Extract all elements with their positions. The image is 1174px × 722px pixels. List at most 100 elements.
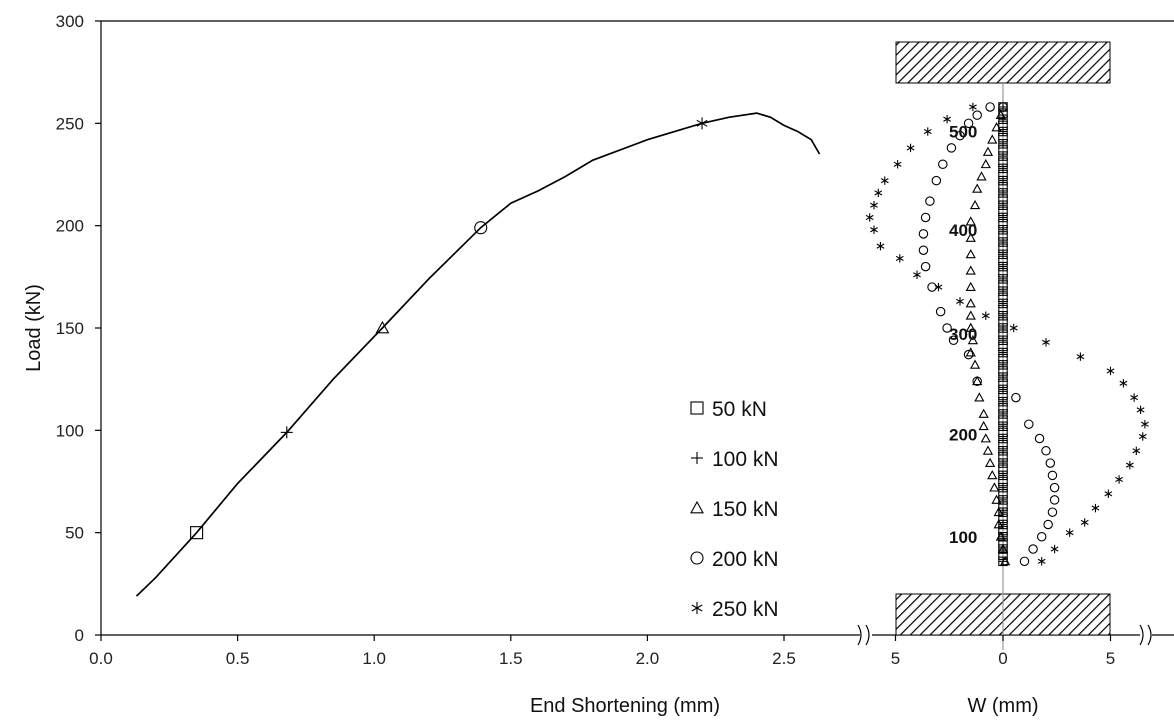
deflection-point-triangle: [993, 506, 1004, 517]
deflection-point-star: [913, 270, 921, 279]
deflection-point-triangle: [982, 146, 994, 156]
deflection-point-triangle: [978, 408, 989, 418]
deflection-point-circle: [963, 118, 974, 129]
legend-label: 250 kN: [712, 598, 779, 621]
deflection-point-plus: [998, 360, 1008, 370]
deflection-point-star: [870, 225, 878, 234]
w-tick-label: 5: [891, 649, 900, 668]
axis-break-right: [1139, 624, 1152, 646]
deflection-point-star: [1065, 528, 1074, 537]
deflection-point-circle: [920, 261, 931, 272]
deflection-point-circle: [1049, 495, 1060, 505]
deflection-point-circle: [927, 282, 937, 292]
legend: 50 kN 100 kN 150 kN 200 kN 250 kN: [690, 398, 779, 621]
deflection-point-circle: [1047, 507, 1058, 517]
w-axis-title: W (mm): [967, 695, 1038, 717]
deflection-point-circle: [918, 229, 929, 239]
x-axis-title: End Shortening (mm): [530, 695, 720, 717]
deflection-point-triangle: [974, 392, 985, 402]
deflection-point-triangle: [965, 265, 976, 275]
deflection-point-circle: [935, 306, 946, 317]
deflection-point-plus: [998, 115, 1008, 124]
deflection-point-star: [880, 176, 889, 185]
deflection-point-plus: [998, 422, 1008, 431]
deflection-point-plus: [998, 483, 1008, 492]
deflection-point-plus: [998, 127, 1008, 136]
legend-symbol-triangle: [690, 500, 704, 514]
height-label: 500: [949, 123, 977, 142]
height-label: 200: [949, 425, 977, 444]
deflection-point-triangle: [982, 445, 994, 455]
x-tick-label: 0.0: [89, 649, 113, 668]
deflection-point-circle: [1041, 446, 1051, 456]
deflection-point-star: [1076, 352, 1085, 361]
y-tick-label: 0: [75, 626, 84, 645]
deflection-point-triangle: [976, 171, 987, 181]
deflection-point-plus: [998, 102, 1008, 112]
deflection-point-triangle: [989, 482, 1000, 492]
deflection-point-plus: [998, 139, 1008, 148]
deflection-point-triangle: [965, 232, 976, 242]
deflection-point-circle: [931, 175, 942, 186]
deflection-point-circle: [942, 323, 952, 333]
deflection-point-plus: [998, 348, 1008, 357]
deflection-point-circle: [1047, 470, 1058, 481]
deflection-point-star: [1138, 432, 1147, 441]
deflection-point-triangle: [984, 457, 996, 467]
y-tick-label: 250: [56, 114, 84, 133]
axis-break-left: [857, 624, 870, 646]
deflection-point-triangle: [978, 420, 989, 431]
deflection-point-triangle: [967, 334, 979, 345]
deflection-point-star: [1136, 405, 1145, 415]
deflection-point-star: [874, 188, 883, 198]
legend-symbol-circle: [690, 551, 704, 565]
y-tick-label: 150: [56, 319, 84, 338]
y-axis-title: Load (kN): [23, 284, 45, 372]
legend-symbol-plus: [691, 452, 703, 464]
w-tick-label: 0: [998, 649, 1007, 668]
deflection-point-plus: [998, 385, 1008, 394]
deflection-point-circle: [985, 102, 995, 112]
deflection-point-triangle: [980, 433, 991, 443]
deflection-point-plus: [998, 336, 1008, 345]
load-shortening-curve: [135, 112, 821, 597]
deflection-point-circle: [1045, 458, 1056, 468]
x-tick-label: 2.0: [636, 649, 660, 668]
deflection-point-star: [1037, 557, 1046, 566]
curve-marker-plus: [280, 426, 293, 439]
deflection-point-plus: [998, 262, 1008, 271]
deflection-point-star: [1104, 489, 1113, 498]
deflection-point-star: [893, 160, 902, 169]
deflection-point-triangle: [965, 310, 976, 320]
height-label: 300: [949, 325, 977, 344]
curve-marker-triangle: [375, 320, 390, 334]
deflection-point-triangle: [993, 519, 1004, 529]
deflection-point-plus: [998, 225, 1008, 234]
deflection-point-circle: [938, 159, 948, 170]
deflection-point-plus: [998, 299, 1008, 308]
deflection-point-star: [1115, 475, 1124, 484]
legend-label: 200 kN: [712, 548, 779, 571]
deflection-point-circle: [1019, 556, 1030, 567]
deflection-point-star: [1091, 503, 1100, 513]
deflection-point-plus: [998, 446, 1008, 455]
deflection-point-star: [1080, 518, 1089, 527]
deflection-point-plus: [998, 397, 1008, 406]
y-tick-label: 200: [56, 217, 84, 236]
deflection-point-plus: [998, 434, 1008, 443]
deflection-point-star: [956, 297, 964, 306]
deflection-point-star: [968, 102, 977, 112]
deflection-point-star: [1106, 366, 1115, 376]
deflection-point-plus: [998, 286, 1008, 296]
deflection-point-circle: [1024, 419, 1034, 429]
deflection-point-star: [870, 201, 878, 210]
deflection-point-star: [876, 241, 885, 251]
deflection-point-triangle: [965, 322, 976, 332]
deflection-point-circle: [918, 245, 929, 255]
deflection-point-circle: [925, 196, 935, 206]
deflection-point-plus: [998, 250, 1008, 259]
deflection-point-circle: [1034, 433, 1045, 444]
deflection-point-circle: [972, 110, 982, 120]
deflection-point-triangle: [980, 158, 991, 169]
deflection-point-plus: [998, 188, 1008, 198]
